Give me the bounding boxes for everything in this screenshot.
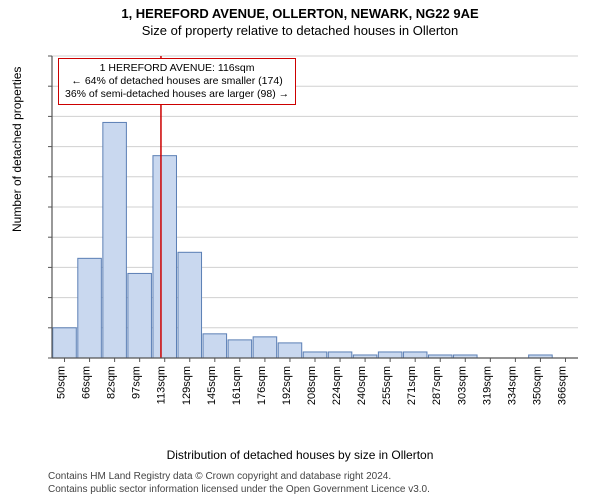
y-axis-label: Number of detached properties — [10, 67, 24, 232]
annotation-line3: 36% of semi-detached houses are larger (… — [65, 88, 289, 101]
svg-text:113sqm: 113sqm — [156, 366, 168, 404]
svg-text:145sqm: 145sqm — [206, 366, 218, 405]
footer-line1: Contains HM Land Registry data © Crown c… — [48, 471, 430, 484]
svg-text:303sqm: 303sqm — [456, 366, 468, 405]
annotation-line1: 1 HEREFORD AVENUE: 116sqm — [65, 62, 289, 75]
svg-text:350sqm: 350sqm — [531, 366, 543, 405]
svg-text:129sqm: 129sqm — [181, 366, 193, 405]
svg-text:255sqm: 255sqm — [381, 366, 393, 405]
svg-text:287sqm: 287sqm — [431, 366, 443, 405]
x-axis-label: Distribution of detached houses by size … — [0, 448, 600, 462]
svg-text:66sqm: 66sqm — [81, 366, 93, 399]
svg-text:97sqm: 97sqm — [131, 366, 143, 399]
chart-title-line1: 1, HEREFORD AVENUE, OLLERTON, NEWARK, NG… — [0, 0, 600, 21]
footer-line2: Contains public sector information licen… — [48, 484, 430, 497]
annotation-line2: ← 64% of detached houses are smaller (17… — [65, 75, 289, 88]
svg-text:82sqm: 82sqm — [106, 366, 118, 399]
histogram-svg: 010203040506070809010050sqm66sqm82sqm97s… — [48, 52, 582, 412]
chart-container: 1, HEREFORD AVENUE, OLLERTON, NEWARK, NG… — [0, 0, 600, 500]
plot-area: 010203040506070809010050sqm66sqm82sqm97s… — [48, 52, 582, 412]
svg-text:319sqm: 319sqm — [481, 366, 493, 405]
svg-text:161sqm: 161sqm — [231, 366, 243, 405]
svg-text:208sqm: 208sqm — [306, 366, 318, 405]
chart-title-line2: Size of property relative to detached ho… — [0, 21, 600, 38]
footer-attribution: Contains HM Land Registry data © Crown c… — [48, 471, 430, 496]
svg-text:224sqm: 224sqm — [331, 366, 343, 405]
annotation-box: 1 HEREFORD AVENUE: 116sqm ← 64% of detac… — [58, 58, 296, 105]
svg-text:271sqm: 271sqm — [406, 366, 418, 405]
svg-text:176sqm: 176sqm — [256, 366, 268, 405]
svg-text:366sqm: 366sqm — [556, 366, 568, 405]
svg-text:240sqm: 240sqm — [356, 366, 368, 405]
svg-text:50sqm: 50sqm — [56, 366, 68, 399]
svg-text:334sqm: 334sqm — [506, 366, 518, 405]
svg-text:192sqm: 192sqm — [281, 366, 293, 405]
